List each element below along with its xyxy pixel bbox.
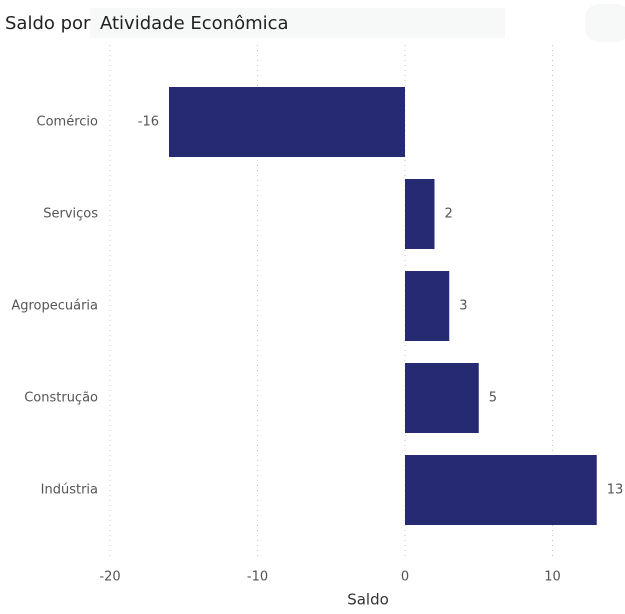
bar [405, 179, 435, 249]
value-label: -16 [138, 115, 159, 130]
chart-subtitle: Atividade Econômica [100, 13, 289, 34]
y-tick-label: Construção [24, 391, 98, 406]
y-tick-label: Indústria [41, 483, 98, 498]
value-label: 13 [607, 483, 624, 498]
x-tick-label: 0 [401, 570, 409, 585]
bar [405, 363, 479, 433]
value-label: 2 [445, 207, 453, 222]
corner-box [585, 4, 625, 42]
y-tick-label: Agropecuária [11, 299, 98, 314]
y-tick-label: Serviços [43, 207, 98, 222]
chart-title: Saldo por [5, 13, 91, 34]
x-tick-label: -10 [247, 570, 268, 585]
value-label: 5 [489, 391, 497, 406]
bar [405, 271, 450, 341]
title-field-box [90, 8, 505, 38]
x-tick-label: -20 [99, 570, 120, 585]
x-axis-label: Saldo [347, 591, 389, 609]
y-tick-label: Comércio [37, 115, 99, 130]
bar [169, 87, 405, 157]
bar [405, 455, 597, 525]
value-label: 3 [459, 299, 467, 314]
x-tick-label: 10 [544, 570, 561, 585]
